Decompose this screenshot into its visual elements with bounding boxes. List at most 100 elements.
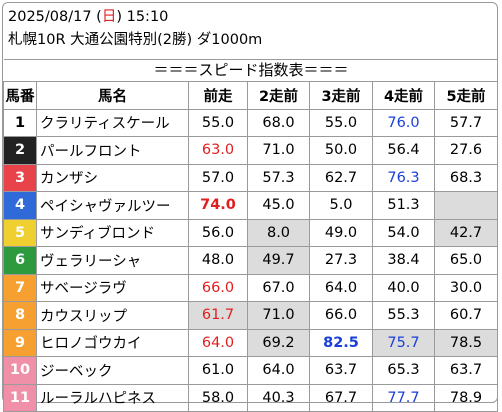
col-header-5th: 5走前 [434,81,498,110]
speed-4th: 76.3 [372,163,435,192]
horse-number: 11 [3,383,37,412]
speed-last: 61.7 [188,301,248,330]
date-prefix: 2025/08/17 ( [8,9,102,25]
speed-index-table: 馬番 馬名 前走 2走前 3走前 4走前 5走前 1 クラリティスケール 55.0 6… [3,81,498,412]
speed-4th: 55.3 [372,301,435,330]
horse-number: 9 [3,328,37,357]
speed-5th [434,191,498,220]
col-header-2nd: 2走前 [247,81,310,110]
table-row: 10 ジーベック 61.0 64.0 63.7 65.3 63.7 [3,356,498,385]
horse-number: 6 [3,246,37,275]
speed-3rd: 82.5 [309,328,373,357]
speed-index-banner: ＝＝＝スピード指数表＝＝＝ [4,59,498,82]
speed-4th: 76.0 [372,108,435,137]
speed-5th: 68.3 [434,163,498,192]
speed-last: 57.0 [188,163,248,192]
horse-name: サベージラヴ [36,273,189,302]
horse-name: カンザシ [36,163,189,192]
speed-last: 66.0 [188,273,248,302]
speed-5th: 42.7 [434,218,498,247]
speed-4th: 51.3 [372,191,435,220]
horse-number: 2 [3,136,37,165]
speed-2nd: 69.2 [247,328,310,357]
speed-last: 58.0 [188,383,248,412]
date-suffix: ) 15:10 [116,9,169,25]
horse-number: 8 [3,301,37,330]
speed-5th: 78.9 [434,383,498,412]
table-row: 8 カウスリップ 61.7 71.0 66.0 55.3 60.7 [3,301,498,330]
speed-3rd: 67.7 [309,383,373,412]
speed-5th: 65.0 [434,246,498,275]
horse-name: ヒロノゴウカイ [36,328,189,357]
speed-4th: 56.4 [372,136,435,165]
col-header-name: 馬名 [36,81,189,110]
speed-last: 48.0 [188,246,248,275]
speed-5th: 30.0 [434,273,498,302]
speed-last: 56.0 [188,218,248,247]
speed-2nd: 64.0 [247,356,310,385]
horse-number: 7 [3,273,37,302]
speed-5th: 27.6 [434,136,498,165]
speed-4th: 77.7 [372,383,435,412]
table-row: 1 クラリティスケール 55.0 68.0 55.0 76.0 57.7 [3,108,498,137]
horse-name: ペイシャヴァルツー [36,191,189,220]
horse-name: ヴェラリーシャ [36,246,189,275]
horse-name: パールフロント [36,136,189,165]
speed-5th: 57.7 [434,108,498,137]
race-datetime: 2025/08/17 (日) 15:10 [8,8,168,26]
speed-3rd: 64.0 [309,273,373,302]
speed-3rd: 5.0 [309,191,373,220]
speed-4th: 75.7 [372,328,435,357]
horse-number: 3 [3,163,37,192]
speed-2nd: 45.0 [247,191,310,220]
table-row: 5 サンディブロンド 56.0 8.0 49.0 54.0 42.7 [3,218,498,247]
speed-last: 63.0 [188,136,248,165]
horse-name: クラリティスケール [36,108,189,137]
speed-2nd: 67.0 [247,273,310,302]
speed-2nd: 49.7 [247,246,310,275]
speed-last: 64.0 [188,328,248,357]
col-header-3rd: 3走前 [309,81,373,110]
speed-2nd: 57.3 [247,163,310,192]
horse-name: ルーラルハピネス [36,383,189,412]
table-row: 6 ヴェラリーシャ 48.0 49.7 27.3 38.4 65.0 [3,246,498,275]
speed-3rd: 63.7 [309,356,373,385]
speed-3rd: 49.0 [309,218,373,247]
table-row: 7 サベージラヴ 66.0 67.0 64.0 40.0 30.0 [3,273,498,302]
table-row: 3 カンザシ 57.0 57.3 62.7 76.3 68.3 [3,163,498,192]
table-row: 2 パールフロント 63.0 71.0 50.0 56.4 27.6 [3,136,498,165]
speed-2nd: 71.0 [247,136,310,165]
speed-2nd: 71.0 [247,301,310,330]
speed-3rd: 66.0 [309,301,373,330]
horse-number: 5 [3,218,37,247]
table-row: 9 ヒロノゴウカイ 64.0 69.2 82.5 75.7 78.5 [3,328,498,357]
col-header-last: 前走 [188,81,248,110]
table-row: 11 ルーラルハピネス 58.0 40.3 67.7 77.7 78.9 [3,383,498,412]
weekday: 日 [101,9,117,25]
horse-number: 4 [3,191,37,220]
speed-2nd: 68.0 [247,108,310,137]
speed-4th: 40.0 [372,273,435,302]
speed-5th: 78.5 [434,328,498,357]
speed-3rd: 62.7 [309,163,373,192]
speed-last: 61.0 [188,356,248,385]
speed-5th: 63.7 [434,356,498,385]
speed-4th: 65.3 [372,356,435,385]
horse-name: ジーベック [36,356,189,385]
speed-4th: 38.4 [372,246,435,275]
speed-3rd: 55.0 [309,108,373,137]
horse-name: カウスリップ [36,301,189,330]
speed-last: 55.0 [188,108,248,137]
horse-number: 1 [3,108,37,137]
speed-last: 74.0 [188,191,248,220]
table-row: 4 ペイシャヴァルツー 74.0 45.0 5.0 51.3 [3,191,498,220]
horse-name: サンディブロンド [36,218,189,247]
horse-number: 10 [3,356,37,385]
race-info: 札幌10R 大通公園特別(2勝) ダ1000m [8,32,263,48]
speed-3rd: 50.0 [309,136,373,165]
speed-4th: 54.0 [372,218,435,247]
col-header-4th: 4走前 [372,81,435,110]
speed-3rd: 27.3 [309,246,373,275]
speed-5th: 60.7 [434,301,498,330]
speed-2nd: 8.0 [247,218,310,247]
